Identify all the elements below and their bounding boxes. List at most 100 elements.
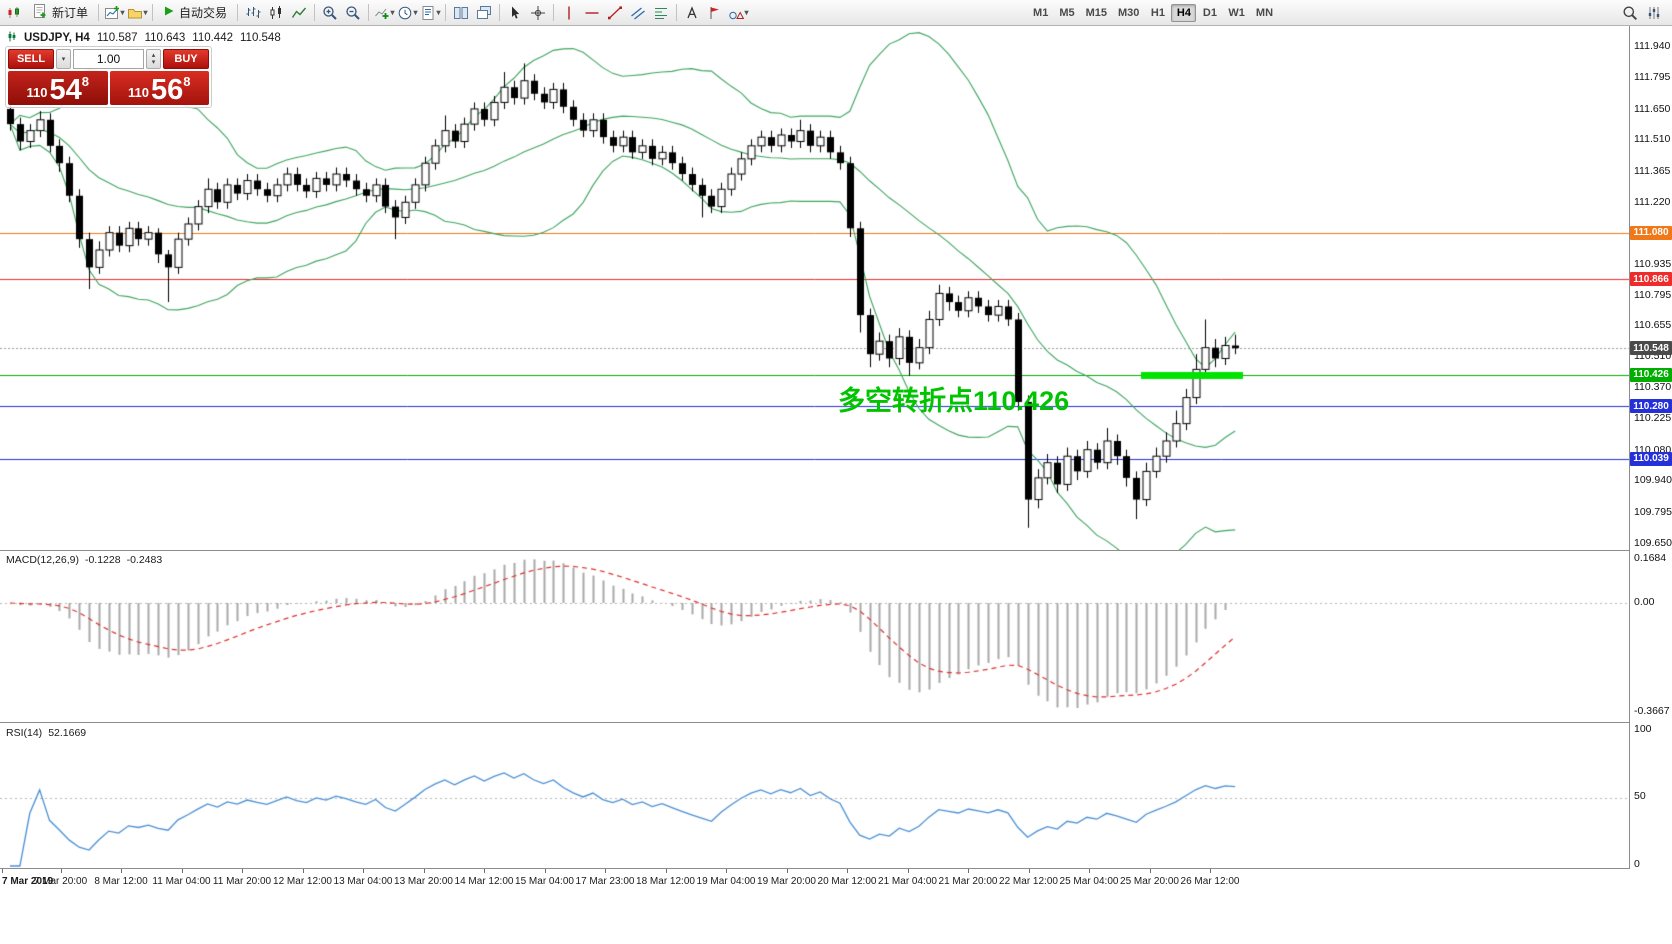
channel-icon[interactable] xyxy=(627,3,649,23)
new-order-icon xyxy=(32,3,48,22)
symbol-icon xyxy=(7,31,17,45)
price-badge-110.280: 110.280 xyxy=(1630,399,1672,414)
symbol-title: USDJPY, H4 xyxy=(24,32,90,44)
price-badge-110.866: 110.866 xyxy=(1630,272,1672,287)
arrow-tool-icon[interactable] xyxy=(704,3,726,23)
price-scale-label: 111.220 xyxy=(1634,196,1671,209)
volume-stepper[interactable]: ▴ ▾ xyxy=(146,49,161,69)
line-chart-icon[interactable] xyxy=(288,3,310,23)
trendline-icon[interactable] xyxy=(604,3,626,23)
indicators-icon[interactable]: ▾ xyxy=(373,3,395,23)
sell-price-prefix: 110 xyxy=(26,85,48,100)
cascade-windows-icon[interactable] xyxy=(473,3,495,23)
autotrading-label: 自动交易 xyxy=(179,6,228,20)
tile-windows-icon[interactable] xyxy=(450,3,472,23)
toolbar-separator xyxy=(98,4,100,21)
rsi-indicator-canvas[interactable] xyxy=(0,723,1629,868)
timeframe-w1[interactable]: W1 xyxy=(1228,6,1245,19)
new-order-label: 新订单 xyxy=(52,6,89,20)
time-label: 21 Mar 04:00 xyxy=(878,876,937,887)
zoom-in-icon[interactable] xyxy=(319,3,341,23)
autotrading-play-icon xyxy=(163,5,175,20)
chart-macd-separator[interactable] xyxy=(0,550,1672,551)
crosshair-icon[interactable] xyxy=(527,3,549,23)
rsi-scale-label: 0 xyxy=(1634,858,1640,870)
bar-chart-icon[interactable] xyxy=(242,3,264,23)
templates-icon[interactable]: ▾ xyxy=(419,3,441,23)
price-badge-110.039: 110.039 xyxy=(1630,451,1672,466)
rsi-scale-label: 50 xyxy=(1634,790,1646,802)
fibonacci-icon[interactable] xyxy=(650,3,672,23)
horizontal-line-icon[interactable] xyxy=(581,3,603,23)
price-scale[interactable]: 111.940 111.795 111.650 111.510 111.365 111.2… xyxy=(1630,0,1672,892)
ohlc-open: 110.587 xyxy=(96,32,138,44)
time-axis[interactable]: 7 Mar 2019 7 Mar 20:00 8 Mar 12:00 11 Mar 0… xyxy=(0,869,1629,891)
buy-button[interactable]: BUY xyxy=(163,49,209,69)
timeframe-m30[interactable]: M30 xyxy=(1118,6,1140,19)
timeframe-m1[interactable]: M1 xyxy=(1033,6,1049,19)
cursor-icon[interactable] xyxy=(504,3,526,23)
candlestick-chart-icon[interactable] xyxy=(265,3,287,23)
macd-indicator-canvas[interactable] xyxy=(0,551,1629,722)
time-tick xyxy=(302,869,304,873)
turning-point-annotation[interactable]: 多空转折点110.426 xyxy=(838,386,1070,416)
ohlc-high: 110.643 xyxy=(144,32,186,44)
main-price-chart-canvas[interactable] xyxy=(0,26,1629,550)
price-scale-label: 110.655 xyxy=(1634,318,1672,331)
price-scale-label: 109.795 xyxy=(1634,505,1672,518)
time-tick xyxy=(1149,869,1151,873)
autotrading-button[interactable]: 自动交易 xyxy=(157,3,233,23)
time-label: 20 Mar 12:00 xyxy=(817,876,877,887)
toolbar-separator xyxy=(445,4,447,21)
one-click-trading-panel: SELL ▾ 1.00 ▴ ▾ BUY 110 54 8 110 56 8 xyxy=(5,46,212,108)
new-chart-icon[interactable]: ▾ xyxy=(103,3,125,23)
new-order-button[interactable]: 新订单 xyxy=(26,3,94,23)
time-label: 25 Mar 20:00 xyxy=(1120,876,1179,887)
zoom-out-icon[interactable] xyxy=(342,3,364,23)
time-tick xyxy=(181,869,183,873)
vertical-line-icon[interactable] xyxy=(558,3,580,23)
time-tick xyxy=(605,869,606,873)
time-tick xyxy=(2,869,3,873)
buy-price-box[interactable]: 110 56 8 xyxy=(109,71,209,105)
timeframe-h4[interactable]: H4 xyxy=(1171,3,1197,22)
volume-input[interactable]: 1.00 xyxy=(73,49,144,69)
rsi-value: 52.1669 xyxy=(48,727,87,739)
macd-value-signal: -0.2483 xyxy=(126,554,163,566)
volume-dropdown-button[interactable]: ▾ xyxy=(56,49,71,69)
price-scale-label: 110.225 xyxy=(1634,412,1672,425)
timeframe-m15[interactable]: M15 xyxy=(1085,6,1107,19)
chart-settings-icon[interactable] xyxy=(1643,3,1665,23)
ohlc-close: 110.548 xyxy=(240,32,281,44)
timeframe-mn[interactable]: MN xyxy=(1255,6,1274,19)
time-tick xyxy=(907,869,909,873)
time-tick xyxy=(423,869,425,873)
profiles-icon[interactable]: ▾ xyxy=(126,3,148,23)
price-scale-label: 110.795 xyxy=(1634,288,1672,301)
sell-price-box[interactable]: 110 54 8 xyxy=(8,71,108,105)
time-label: 7 Mar 20:00 xyxy=(33,876,88,887)
toolbar-separator xyxy=(499,4,501,21)
timeframe-h1[interactable]: H1 xyxy=(1150,6,1165,19)
text-tool-icon[interactable] xyxy=(681,3,703,23)
current-price-badge: 110.548 xyxy=(1630,341,1672,356)
periods-icon[interactable]: ▾ xyxy=(396,3,418,23)
time-tick xyxy=(1089,869,1090,873)
timeframe-m5[interactable]: M5 xyxy=(1059,6,1075,19)
toolbar-separator xyxy=(553,4,555,21)
main-toolbar: 新订单 ▾ ▾ 自动交易 ▾ ▾ ▾ ▾ xyxy=(0,0,1672,26)
time-label: 17 Mar 23:00 xyxy=(575,876,635,887)
time-label: 15 Mar 04:00 xyxy=(515,876,574,887)
macd-rsi-separator[interactable] xyxy=(0,722,1672,723)
time-tick xyxy=(847,869,848,873)
price-scale-label: 111.650 xyxy=(1634,102,1671,115)
time-label: 8 Mar 12:00 xyxy=(94,876,148,887)
shapes-icon[interactable]: ▾ xyxy=(727,3,749,23)
time-tick xyxy=(121,869,122,873)
sell-button[interactable]: SELL xyxy=(8,49,54,69)
timeframe-d1[interactable]: D1 xyxy=(1202,6,1217,19)
time-label: 13 Mar 04:00 xyxy=(333,876,393,887)
price-scale-label: 111.940 xyxy=(1634,40,1671,52)
time-label: 19 Mar 20:00 xyxy=(757,876,816,887)
search-icon[interactable] xyxy=(1619,3,1641,23)
